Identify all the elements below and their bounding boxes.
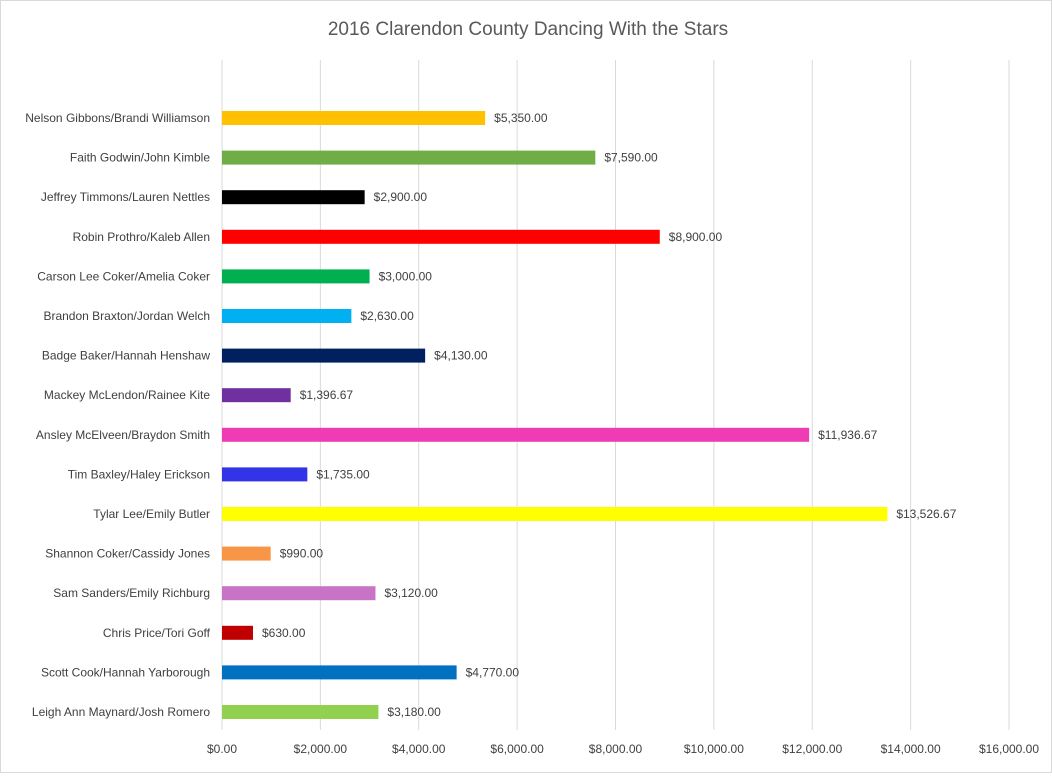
category-label: Mackey McLendon/Rainee Kite [44,388,210,402]
bar [222,348,426,363]
x-tick-label: $14,000.00 [881,742,941,756]
data-label: $4,130.00 [434,349,488,363]
bar [222,309,352,323]
bar [222,229,660,244]
bar [222,150,596,165]
bar [222,111,486,125]
data-label: $7,590.00 [604,151,658,165]
x-tick-label: $12,000.00 [782,742,842,756]
x-tick-label: $8,000.00 [589,742,643,756]
category-label: Ansley McElveen/Braydon Smith [36,428,210,442]
data-label: $2,630.00 [360,309,414,323]
category-label: Brandon Braxton/Jordan Welch [43,309,210,323]
category-label: Sam Sanders/Emily Richburg [53,586,210,600]
data-label: $1,735.00 [316,467,370,481]
category-label: Robin Prothro/Kaleb Allen [73,230,210,244]
bars [222,111,888,719]
bar [222,427,810,442]
bar [222,507,888,521]
data-labels: $5,350.00 $7,590.00 $2,900.00 $8,900.00 $3,0… [262,111,957,719]
x-tick-label: $2,000.00 [294,742,348,756]
bar [222,467,308,482]
bar [222,665,457,680]
category-label: Shannon Coker/Cassidy Jones [45,547,210,561]
bar [222,546,271,561]
category-label: Nelson Gibbons/Brandi Williamson [25,111,210,125]
bar [222,388,291,403]
data-label: $1,396.67 [300,388,354,402]
data-label: $3,000.00 [379,269,433,283]
data-label: $990.00 [280,547,324,561]
category-label: Leigh Ann Maynard/Josh Romero [32,705,210,719]
data-label: $13,526.67 [896,507,956,521]
data-label: $3,120.00 [384,586,438,600]
data-label: $5,350.00 [494,111,548,125]
bar [222,586,376,601]
category-label: Faith Godwin/John Kimble [70,151,210,165]
category-label: Tylar Lee/Emily Butler [93,507,210,521]
bar [222,705,379,719]
category-label: Tim Baxley/Haley Erickson [68,467,210,481]
x-tick-label: $16,000.00 [979,742,1039,756]
category-label: Jeffrey Timmons/Lauren Nettles [41,190,210,204]
bar [222,625,253,640]
x-tick-label: $6,000.00 [490,742,544,756]
data-label: $8,900.00 [669,230,723,244]
data-label: $11,936.67 [818,428,877,442]
category-label: Scott Cook/Hannah Yarborough [41,665,210,679]
gridlines [221,60,1010,730]
data-label: $630.00 [262,626,306,640]
bar [222,269,370,284]
data-label: $4,770.00 [466,665,520,679]
x-axis-tick-labels: $0.00 $2,000.00 $4,000.00 $6,000.00 $8,000.0… [207,742,1039,756]
data-label: $2,900.00 [374,190,428,204]
x-tick-label: $0.00 [207,742,237,756]
bar [222,190,365,205]
data-label: $3,180.00 [387,705,441,719]
category-labels: Nelson Gibbons/Brandi Williamson Faith Go… [25,111,210,719]
chart-title: 2016 Clarendon County Dancing With the S… [328,19,728,40]
x-tick-label: $10,000.00 [684,742,744,756]
category-label: Chris Price/Tori Goff [103,626,211,640]
category-label: Carson Lee Coker/Amelia Coker [37,269,210,283]
category-label: Badge Baker/Hannah Henshaw [42,349,210,363]
x-tick-label: $4,000.00 [392,742,446,756]
